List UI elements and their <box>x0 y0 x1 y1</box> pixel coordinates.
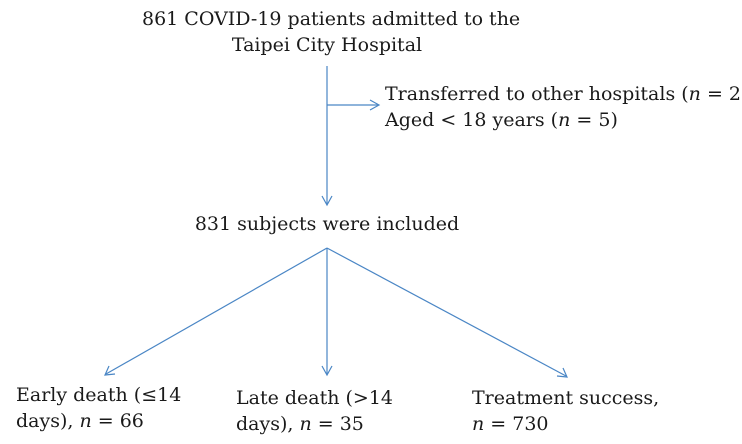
outcome-early-death-n: n <box>79 410 92 432</box>
arrowhead-early-death <box>104 365 116 376</box>
outcome-late-death-line2-suffix: = 35 <box>311 413 364 435</box>
outcome-early-death-line1: Early death (≤14 <box>16 384 182 406</box>
edge-to-treatment-success <box>326 247 567 377</box>
outcome-early-death: Early death (≤14 days), n = 66 <box>16 382 181 434</box>
outcome-early-death-line2: days), n = 66 <box>16 408 181 434</box>
outcome-treatment-success-line2-suffix: = 730 <box>484 413 549 435</box>
exclusion-line1-suffix: = 25) <box>706 83 742 105</box>
exclusion-node: Transferred to other hospitals (n = 25) … <box>385 81 742 133</box>
outcome-late-death: Late death (>14 days), n = 35 <box>236 385 393 437</box>
outcome-early-death-line2-suffix: = 66 <box>91 410 144 432</box>
outcome-treatment-success-line2: n = 730 <box>472 411 659 437</box>
exclusion-line1-n: n <box>688 83 701 105</box>
exclusion-line2-prefix: Aged < 18 years ( <box>385 109 559 131</box>
exclusion-line2-n: n <box>558 109 571 131</box>
outcome-late-death-n: n <box>299 413 312 435</box>
arrowhead-exclusion <box>369 99 381 111</box>
outcome-treatment-success: Treatment success, n = 730 <box>472 385 659 437</box>
top-node-line2: Taipei City Hospital <box>231 34 423 56</box>
outcome-late-death-line2: days), n = 35 <box>236 411 393 437</box>
exclusion-line1: Transferred to other hospitals (n = 25) <box>385 81 742 107</box>
arrowhead-late-death <box>321 365 333 377</box>
outcome-early-death-line2-prefix: days), <box>16 410 80 432</box>
arrowhead-included <box>321 195 333 207</box>
exclusion-line1-prefix: Transferred to other hospitals ( <box>385 83 689 105</box>
outcome-late-death-line1: Late death (>14 <box>236 387 394 409</box>
outcome-treatment-success-line1: Treatment success, <box>472 387 660 409</box>
included-node: 831 subjects were included <box>187 211 467 237</box>
exclusion-line2-suffix: = 5) <box>570 109 618 131</box>
top-node: 861 COVID-19 patients admitted to the Ta… <box>142 6 521 58</box>
top-node-line1: 861 COVID-19 patients admitted to the <box>142 8 521 30</box>
outcome-late-death-line2-prefix: days), <box>236 413 300 435</box>
arrowhead-treatment-success <box>556 367 568 378</box>
outcome-treatment-success-n: n <box>472 413 485 435</box>
edge-to-early-death <box>105 247 328 375</box>
included-text: 831 subjects were included <box>194 213 460 235</box>
exclusion-line2: Aged < 18 years (n = 5) <box>385 107 742 133</box>
edge-group <box>104 66 568 378</box>
